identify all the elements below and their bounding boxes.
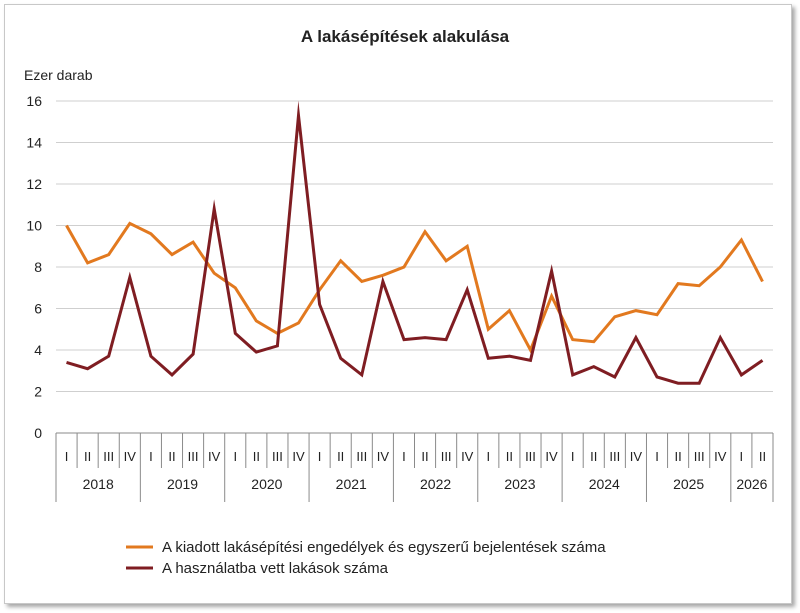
quarter-label: IV bbox=[377, 449, 390, 464]
quarter-label: II bbox=[506, 449, 513, 464]
quarter-label: I bbox=[571, 449, 575, 464]
quarter-label: II bbox=[421, 449, 428, 464]
y-tick-label: 8 bbox=[34, 259, 42, 275]
year-label: 2019 bbox=[167, 476, 198, 492]
y-tick-label: 14 bbox=[26, 135, 42, 151]
chart-frame: A lakásépítések alakulása Ezer darab 0 2 4… bbox=[4, 4, 792, 604]
quarter-label: I bbox=[740, 449, 744, 464]
y-tick-label: 10 bbox=[26, 218, 42, 234]
legend: A kiadott lakásépítési engedélyek és egy… bbox=[126, 539, 606, 577]
y-tick-label: 2 bbox=[34, 384, 42, 400]
quarter-label: IV bbox=[208, 449, 221, 464]
series-line-2 bbox=[66, 100, 764, 385]
quarter-label: IV bbox=[292, 449, 305, 464]
quarter-label: IV bbox=[630, 449, 643, 464]
quarter-label: IV bbox=[124, 449, 137, 464]
quarter-label: I bbox=[65, 449, 69, 464]
y-axis-label: Ezer darab bbox=[24, 67, 93, 83]
quarter-label: I bbox=[233, 449, 237, 464]
year-label: 2021 bbox=[336, 476, 367, 492]
quarter-label: III bbox=[188, 449, 199, 464]
y-tick-label: 16 bbox=[26, 93, 42, 109]
gridlines bbox=[56, 100, 773, 434]
quarter-label: II bbox=[590, 449, 597, 464]
year-label: 2022 bbox=[420, 476, 451, 492]
year-label: 2020 bbox=[251, 476, 282, 492]
quarter-label: II bbox=[337, 449, 344, 464]
quarter-label: III bbox=[103, 449, 114, 464]
quarter-label: I bbox=[149, 449, 153, 464]
y-tick-label: 6 bbox=[34, 301, 42, 317]
quarter-label: I bbox=[486, 449, 490, 464]
series-lines bbox=[65, 100, 764, 385]
quarter-label: I bbox=[318, 449, 322, 464]
year-label: 2018 bbox=[83, 476, 114, 492]
legend-label: A használatba vett lakások száma bbox=[162, 560, 389, 577]
y-tick-label: 12 bbox=[26, 176, 42, 192]
quarter-label: IV bbox=[545, 449, 558, 464]
year-label: 2026 bbox=[736, 476, 767, 492]
series-line-1 bbox=[65, 221, 764, 354]
quarter-label: I bbox=[402, 449, 406, 464]
quarter-label: IV bbox=[461, 449, 474, 464]
x-axis: I II III IV I II III IV I II III IV I II III IV I II III IV… bbox=[55, 432, 774, 502]
quarter-label: I bbox=[655, 449, 659, 464]
quarter-label: III bbox=[441, 449, 452, 464]
quarter-label: III bbox=[356, 449, 367, 464]
quarter-label: III bbox=[609, 449, 620, 464]
quarter-label: II bbox=[759, 449, 766, 464]
year-label: 2024 bbox=[589, 476, 620, 492]
y-tick-label: 0 bbox=[34, 425, 42, 441]
quarter-label: III bbox=[525, 449, 536, 464]
quarter-label: II bbox=[253, 449, 260, 464]
quarter-label: II bbox=[84, 449, 91, 464]
quarter-label: III bbox=[694, 449, 705, 464]
quarter-label: II bbox=[674, 449, 681, 464]
line-chart: A lakásépítések alakulása Ezer darab 0 2 4… bbox=[24, 27, 774, 577]
chart-title: A lakásépítések alakulása bbox=[301, 27, 510, 46]
quarter-label: IV bbox=[714, 449, 727, 464]
year-label: 2025 bbox=[673, 476, 704, 492]
legend-label: A kiadott lakásépítési engedélyek és egy… bbox=[162, 539, 606, 556]
quarter-label: II bbox=[168, 449, 175, 464]
year-label: 2023 bbox=[504, 476, 535, 492]
y-tick-label: 4 bbox=[34, 342, 42, 358]
quarter-label: III bbox=[272, 449, 283, 464]
y-tick-labels: 0 2 4 6 8 10 12 14 16 bbox=[26, 93, 42, 441]
